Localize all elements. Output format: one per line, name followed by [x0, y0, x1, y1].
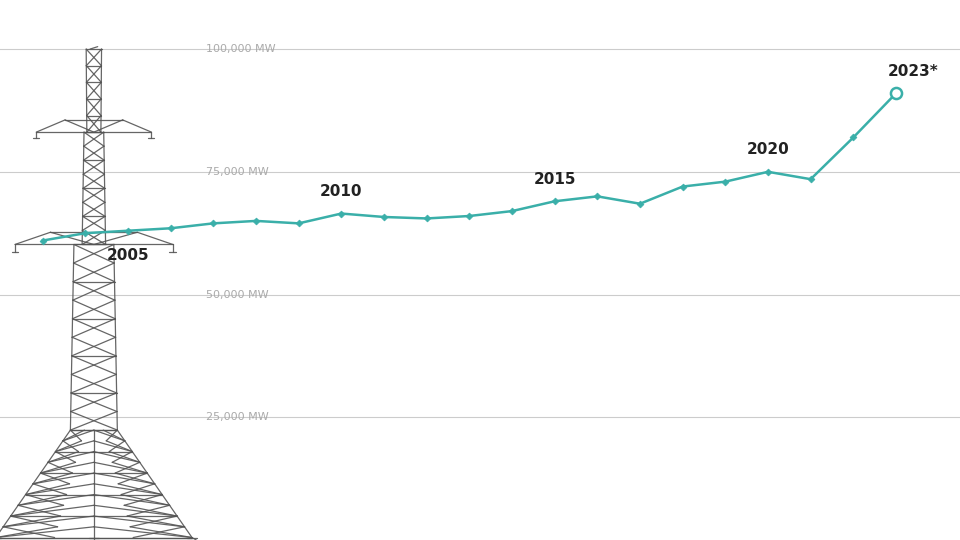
Text: 75,000 MW: 75,000 MW: [206, 167, 269, 177]
Text: 2010: 2010: [320, 184, 363, 199]
Text: 2020: 2020: [747, 142, 789, 157]
Text: 2015: 2015: [534, 172, 576, 186]
Text: 100,000 MW: 100,000 MW: [206, 44, 276, 54]
Text: 25,000 MW: 25,000 MW: [206, 412, 269, 422]
Text: 50,000 MW: 50,000 MW: [206, 289, 269, 300]
Text: 2023*: 2023*: [888, 64, 939, 78]
Text: 2005: 2005: [107, 248, 150, 263]
